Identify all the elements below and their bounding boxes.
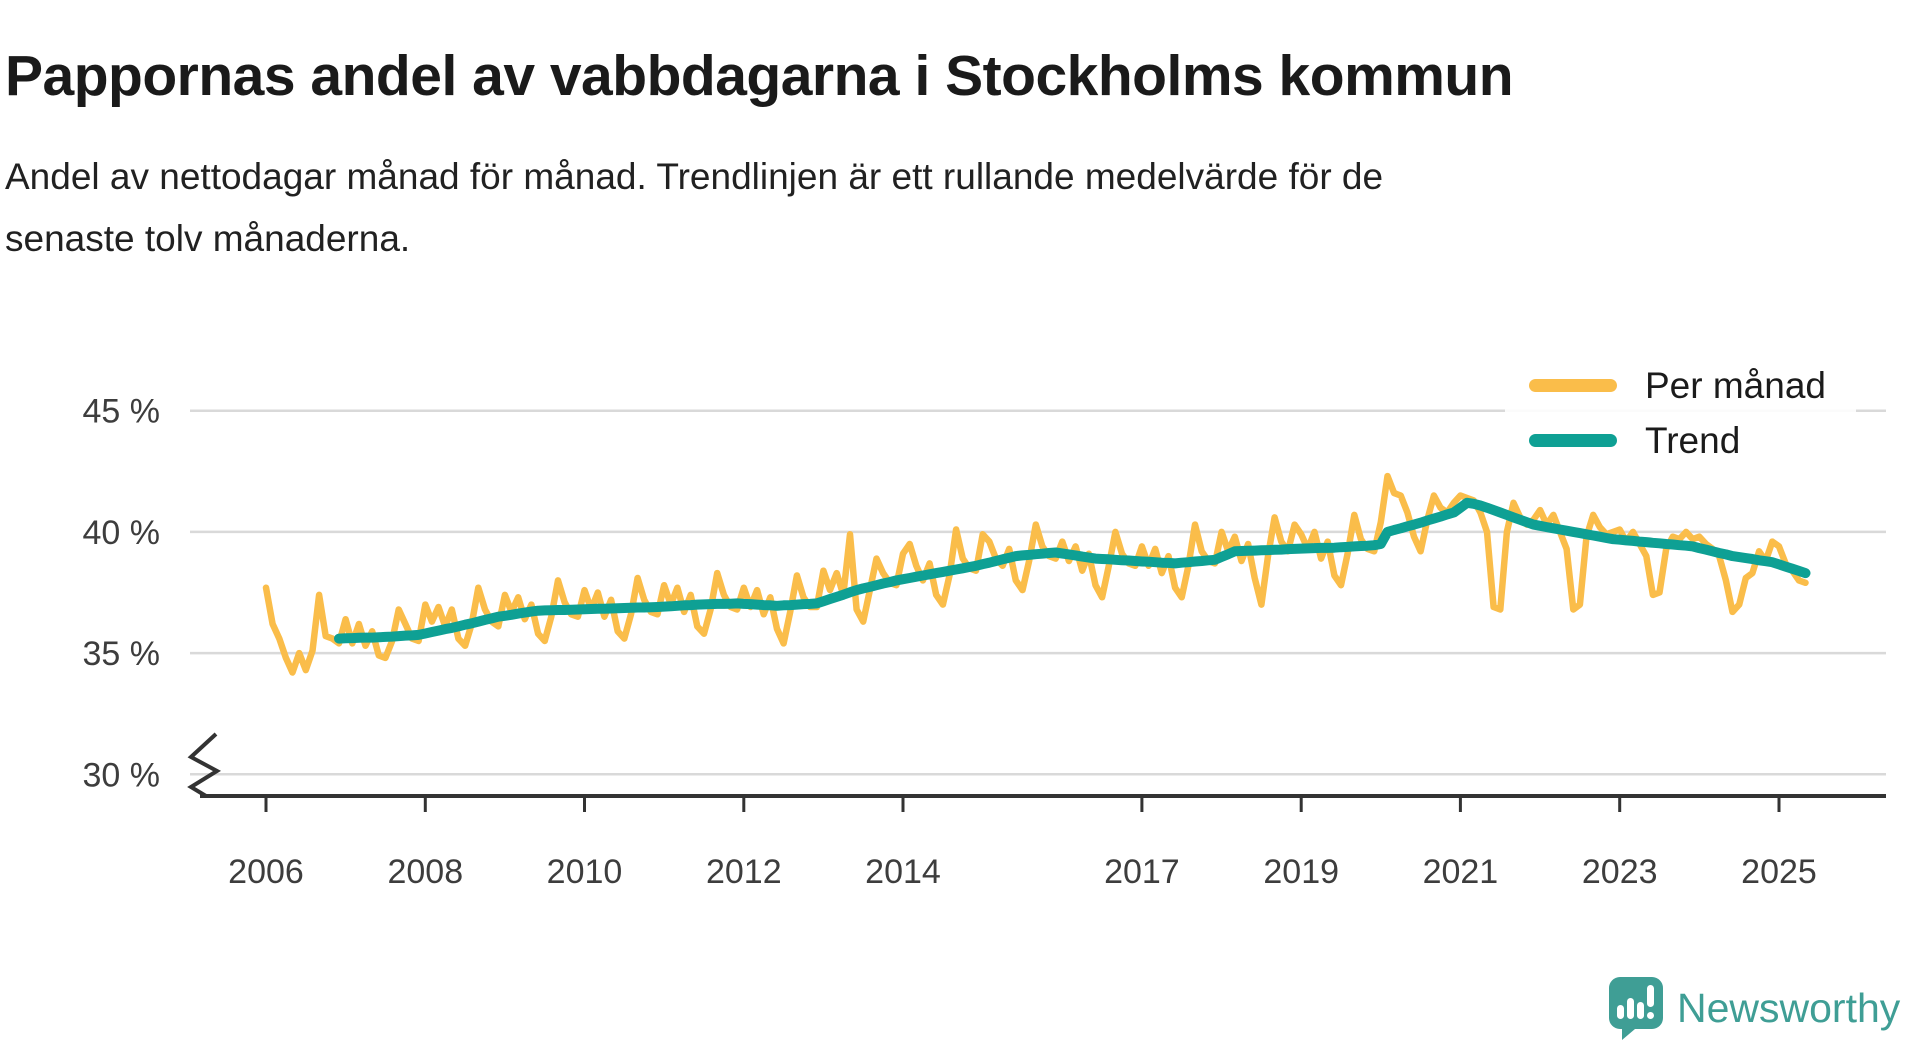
brand-wordmark: Newsworthy — [1677, 984, 1901, 1031]
x-tick-label-2023: 2023 — [1582, 853, 1658, 891]
x-tick-label-2012: 2012 — [706, 853, 782, 891]
x-tick-label-2019: 2019 — [1263, 853, 1339, 891]
legend-item-trend: Trend — [1529, 413, 1826, 468]
legend-label-per-manad: Per månad — [1645, 364, 1826, 406]
x-tick-label-2014: 2014 — [865, 853, 941, 891]
per-manad-line-swatch-icon — [1529, 379, 1617, 392]
series-line-per-m-nad — [262, 472, 1809, 676]
x-tick-label-2006: 2006 — [228, 853, 304, 891]
y-tick-label-35: 35 % — [83, 635, 161, 673]
y-tick-label-45: 45 % — [83, 393, 161, 431]
page-subtitle: Andel av nettodagar månad för månad. Tre… — [5, 146, 1565, 270]
x-tick-label-2008: 2008 — [387, 853, 463, 891]
page-title: Pappornas andel av vabbdagarna i Stockho… — [5, 44, 1514, 109]
x-tick-label-2010: 2010 — [547, 853, 623, 891]
y-tick-label-40: 40 % — [83, 514, 161, 552]
series-line-trend — [334, 497, 1811, 644]
subtitle-line-2: senaste tolv månaderna. — [5, 218, 411, 259]
legend-label-trend: Trend — [1645, 419, 1741, 461]
y-axis-break-icon — [187, 732, 222, 798]
trend-line-swatch-icon — [1529, 434, 1617, 447]
newsworthy-speech-bubble-chart-icon — [1609, 977, 1663, 1040]
x-tick-label-2017: 2017 — [1104, 853, 1180, 891]
x-tick-label-2025: 2025 — [1741, 853, 1817, 891]
legend-item-per-manad: Per månad — [1529, 358, 1826, 413]
newsworthy-branding: Newsworthy — [1608, 976, 1900, 1040]
x-tick-label-2021: 2021 — [1423, 853, 1499, 891]
chart-legend: Per månad Trend — [1505, 350, 1856, 478]
y-tick-label-30: 30 % — [83, 756, 161, 794]
subtitle-line-1: Andel av nettodagar månad för månad. Tre… — [5, 156, 1384, 197]
